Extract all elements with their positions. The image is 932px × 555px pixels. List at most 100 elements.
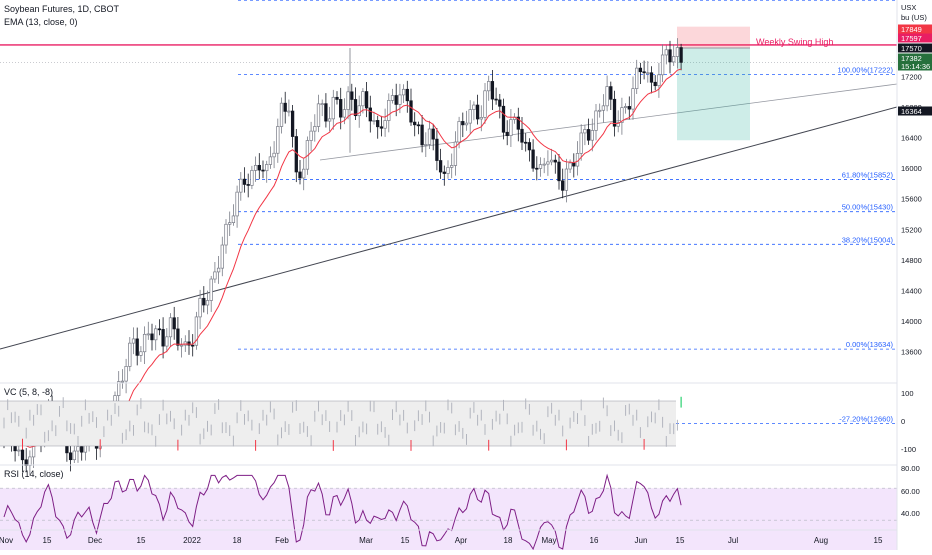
vc-band bbox=[0, 401, 676, 446]
rsi-legend: RSI (14, close) bbox=[4, 469, 64, 479]
candle-body bbox=[665, 50, 668, 55]
candle-body bbox=[591, 130, 594, 140]
candle-body bbox=[450, 165, 453, 167]
candle-body bbox=[232, 216, 235, 223]
price-tick-label: 15200 bbox=[901, 225, 922, 234]
candle-body bbox=[602, 106, 605, 110]
candle-body bbox=[462, 121, 465, 124]
price-tick-label: 14400 bbox=[901, 287, 922, 296]
rsi-tick-label: 60.00 bbox=[901, 487, 920, 496]
candle-body bbox=[380, 127, 383, 128]
candle-body bbox=[399, 95, 402, 105]
price-tick-label: 15600 bbox=[901, 195, 922, 204]
price-badge-label: 16364 bbox=[901, 107, 922, 116]
time-tick-label: 15 bbox=[874, 536, 883, 545]
candle-body bbox=[273, 153, 276, 157]
swing-high-label: Weekly Swing High bbox=[756, 37, 833, 47]
vc-tick-label: -100 bbox=[901, 445, 916, 454]
time-tick-label: 15 bbox=[137, 536, 146, 545]
candle-body bbox=[510, 120, 513, 136]
candle-body bbox=[391, 96, 394, 101]
time-tick-label: Dec bbox=[88, 536, 102, 545]
candle-body bbox=[210, 279, 213, 300]
candle-body bbox=[661, 55, 664, 75]
candle-body bbox=[595, 111, 598, 131]
candle-body bbox=[180, 345, 183, 346]
candle-body bbox=[73, 451, 76, 460]
candle-body bbox=[388, 100, 391, 120]
candle-body bbox=[280, 103, 283, 126]
price-tick-label: 16400 bbox=[901, 134, 922, 143]
chart-title: Soybean Futures, 1D, CBOT bbox=[4, 4, 119, 14]
candle-body bbox=[524, 142, 527, 143]
candle-body bbox=[539, 165, 542, 169]
candle-body bbox=[325, 104, 328, 121]
candle-body bbox=[536, 168, 539, 169]
candle-body bbox=[117, 382, 120, 396]
vc-legend: VC (5, 8, -8) bbox=[4, 387, 53, 397]
candle-body bbox=[225, 224, 228, 245]
candle-body bbox=[487, 81, 490, 90]
time-tick-label: 18 bbox=[504, 536, 513, 545]
candle-body bbox=[406, 89, 409, 100]
candle-body bbox=[29, 457, 32, 466]
candle-body bbox=[369, 108, 372, 121]
candle-body bbox=[69, 453, 72, 460]
candle-body bbox=[565, 169, 568, 190]
candle-body bbox=[125, 366, 128, 381]
take-profit-zone bbox=[677, 48, 750, 140]
candle-body bbox=[321, 104, 324, 105]
candle-body bbox=[395, 96, 398, 105]
candle-body bbox=[310, 131, 313, 140]
candle-body bbox=[458, 121, 461, 142]
candle-body bbox=[358, 106, 361, 116]
time-tick-label: May bbox=[541, 536, 556, 545]
time-tick-label: 15 bbox=[401, 536, 410, 545]
fib-level-label: 61.80%(15852) bbox=[842, 170, 894, 179]
candle-body bbox=[554, 160, 557, 162]
candle-body bbox=[173, 318, 176, 329]
time-tick-label: Nov bbox=[0, 536, 13, 545]
candle-body bbox=[635, 68, 638, 89]
candle-body bbox=[672, 56, 675, 61]
candle-body bbox=[158, 329, 161, 330]
currency-label: USX bbox=[901, 3, 916, 12]
candle-body bbox=[265, 164, 268, 170]
candle-body bbox=[573, 163, 576, 166]
candle-body bbox=[624, 106, 627, 107]
candle-body bbox=[251, 170, 254, 185]
candle-body bbox=[243, 179, 246, 184]
candle-body bbox=[606, 87, 609, 106]
candle-body bbox=[650, 73, 653, 83]
price-tick-label: 16000 bbox=[901, 164, 922, 173]
price-tick-label: 17200 bbox=[901, 72, 922, 81]
candle-body bbox=[151, 334, 154, 340]
time-tick-label: Apr bbox=[455, 536, 468, 545]
candle-body bbox=[425, 144, 428, 145]
candle-body bbox=[587, 129, 590, 140]
candle-body bbox=[240, 179, 243, 192]
candle-body bbox=[598, 110, 601, 111]
price-tick-label: 13600 bbox=[901, 348, 922, 357]
candle-body bbox=[214, 272, 217, 279]
candle-body bbox=[206, 300, 209, 305]
price-badge-label: 17849 bbox=[901, 25, 922, 34]
candle-body bbox=[162, 329, 165, 346]
candle-body bbox=[432, 129, 435, 139]
candle-body bbox=[561, 181, 564, 191]
time-tick-label: 15 bbox=[676, 536, 685, 545]
candle-body bbox=[221, 245, 224, 268]
candle-body bbox=[654, 82, 657, 85]
candle-body bbox=[269, 157, 272, 165]
candle-body bbox=[569, 163, 572, 169]
candle-body bbox=[199, 298, 202, 317]
candle-body bbox=[469, 110, 472, 124]
time-tick-label: 16 bbox=[590, 536, 599, 545]
candle-body bbox=[77, 447, 80, 452]
candle-body bbox=[676, 48, 679, 57]
fib-level-label: 100.00%(17222) bbox=[838, 66, 894, 75]
time-tick-label: 15 bbox=[43, 536, 52, 545]
time-tick-label: Feb bbox=[275, 536, 289, 545]
